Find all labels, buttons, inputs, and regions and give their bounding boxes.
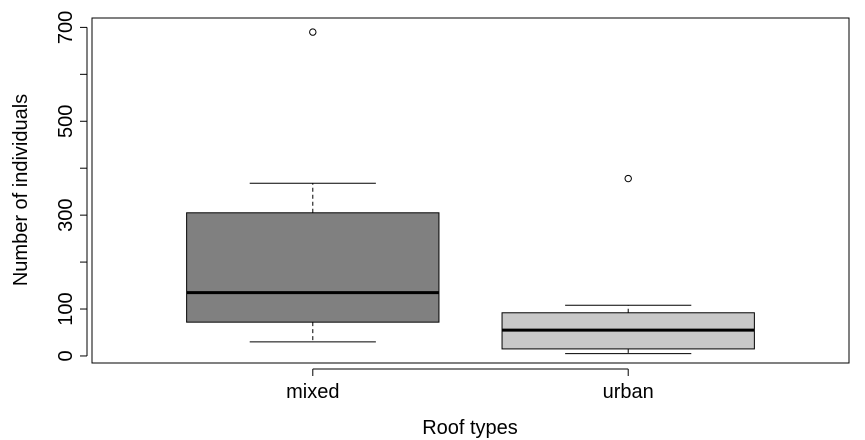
box-mixed [186, 28, 440, 343]
plot-frame [91, 17, 850, 364]
y-tick-label: 700 [55, 11, 77, 44]
box-group [186, 28, 755, 355]
outlier-point [624, 174, 632, 183]
y-tick-label: 300 [55, 198, 77, 231]
y-tick-label: 500 [55, 105, 77, 138]
x-tick-label-urban: urban [603, 381, 654, 403]
x-axis-ticks: mixed urban [286, 369, 654, 403]
outlier-point [309, 28, 317, 36]
x-axis-label: Roof types [422, 417, 518, 439]
x-tick-label-mixed: mixed [286, 381, 339, 403]
y-tick-label: 100 [55, 292, 77, 325]
y-axis-ticks: 0 100 300 500 700 [55, 11, 87, 362]
y-axis-label: Number of individuals [10, 94, 32, 286]
box-iqr [186, 212, 440, 323]
box-urban [501, 174, 755, 355]
y-tick-label: 0 [55, 350, 77, 361]
